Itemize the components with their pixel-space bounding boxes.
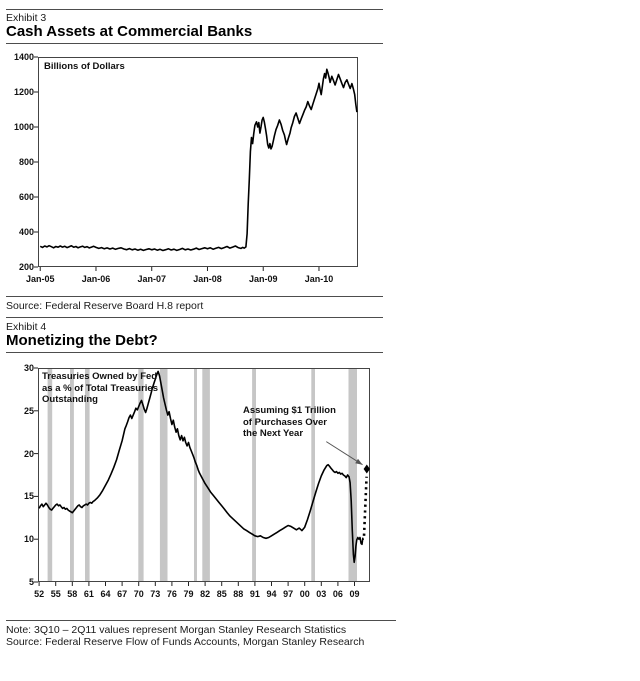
divider-under-title3 — [6, 43, 383, 44]
recession-band — [138, 368, 144, 582]
recession-band — [47, 368, 53, 582]
x-axis-tick-label: 91 — [249, 589, 260, 599]
x-axis-tick-label: 76 — [166, 589, 177, 599]
x-axis-tick-label: 64 — [100, 589, 111, 599]
y-axis-tick-label: 1000 — [13, 122, 34, 132]
x-axis-tick-label: 82 — [200, 589, 211, 599]
data-line — [39, 68, 358, 252]
y-axis-tick-label: 20 — [23, 448, 34, 459]
divider-below-source3 — [6, 317, 383, 318]
recession-band — [311, 368, 315, 582]
x-axis-tick-label: Jan-08 — [193, 274, 222, 284]
y-axis-tick-label: 600 — [18, 192, 34, 202]
data-line — [38, 370, 364, 564]
annotation-arrow-line — [326, 441, 363, 466]
x-axis-tick-label: 79 — [183, 589, 194, 599]
x-axis-tick-label: 67 — [117, 589, 128, 599]
x-axis-tick-label: 58 — [67, 589, 78, 599]
recession-band — [70, 368, 74, 582]
x-axis-tick-label: 73 — [150, 589, 161, 599]
x-axis-tick-label: 52 — [34, 589, 45, 599]
y-axis-tick-label: 15 — [23, 491, 34, 502]
exhibit4-title: Monetizing the Debt? — [6, 332, 158, 349]
divider-under-title4 — [6, 352, 383, 353]
divider-top — [6, 9, 383, 10]
x-axis-tick-label: 55 — [50, 589, 61, 599]
x-axis-tick-label: Jan-10 — [304, 274, 334, 284]
exhibit3-title: Cash Assets at Commercial Banks — [6, 23, 253, 40]
exhibit4-source: Source: Federal Reserve Flow of Funds Ac… — [6, 636, 365, 648]
exhibit3-label: Exhibit 3 — [6, 12, 47, 24]
x-axis-tick-label: 85 — [216, 589, 227, 599]
x-axis-tick-label: Jan-05 — [25, 274, 55, 284]
divider-above-source3 — [6, 296, 383, 297]
exhibit4-label: Exhibit 4 — [6, 321, 47, 333]
y-axis-tick-label: 10 — [23, 534, 34, 545]
x-axis-tick-label: 94 — [266, 589, 277, 599]
recession-band — [348, 368, 357, 582]
y-axis-tick-label: 1200 — [13, 87, 34, 97]
projection-dotted-line — [362, 476, 368, 536]
y-axis-tick-label: 800 — [18, 157, 34, 167]
projection-diamond-marker — [363, 464, 370, 474]
x-axis-tick-label: Jan-06 — [81, 274, 111, 284]
monetizing-debt-chart: Treasuries Owned by Fed as a % of Total … — [0, 361, 400, 613]
y-axis-tick-label: 400 — [18, 227, 34, 237]
recession-band — [252, 368, 256, 582]
x-axis-tick-label: 61 — [83, 589, 94, 599]
x-axis-tick-label: 97 — [283, 589, 294, 599]
y-axis-tick-label: 200 — [18, 262, 34, 272]
divider-above-notes — [6, 620, 396, 621]
recession-band — [202, 368, 210, 582]
x-axis-tick-label: 00 — [299, 589, 310, 599]
plot-frame — [38, 57, 358, 267]
recession-band — [85, 368, 90, 582]
annotation-arrowhead — [355, 458, 363, 465]
x-axis-tick-label: 09 — [349, 589, 360, 599]
exhibit3-source: Source: Federal Reserve Board H.8 report — [6, 300, 204, 312]
exhibit4-note: Note: 3Q10 – 2Q11 values represent Morga… — [6, 624, 347, 636]
recession-band — [194, 368, 197, 582]
y-axis-tick-label: 5 — [28, 577, 34, 587]
monetizing-debt-plot — [34, 367, 370, 586]
x-axis-tick-label: Jan-07 — [137, 274, 166, 284]
plot-frame — [38, 368, 370, 582]
y-axis-tick-label: 1400 — [13, 52, 34, 62]
x-axis-tick-label: 70 — [133, 589, 144, 599]
y-axis-tick-label: 25 — [23, 405, 34, 416]
projection-annotation: Assuming $1 Trillion of Purchases Over t… — [243, 405, 336, 439]
y-axis-tick-label: 30 — [23, 363, 34, 373]
series-annotation: Treasuries Owned by Fed as a % of Total … — [42, 371, 158, 405]
x-axis-tick-label: Jan-09 — [248, 274, 278, 284]
x-axis-tick-label: 88 — [233, 589, 244, 599]
cash-assets-chart: Billions of Dollars 1400 1200 1000 800 600 40… — [0, 50, 400, 296]
x-axis-tick-label: 06 — [332, 589, 343, 599]
recession-band — [159, 368, 168, 582]
cash-assets-plot — [34, 56, 358, 271]
x-axis-tick-label: 03 — [316, 589, 327, 599]
units-annotation: Billions of Dollars — [44, 61, 125, 72]
